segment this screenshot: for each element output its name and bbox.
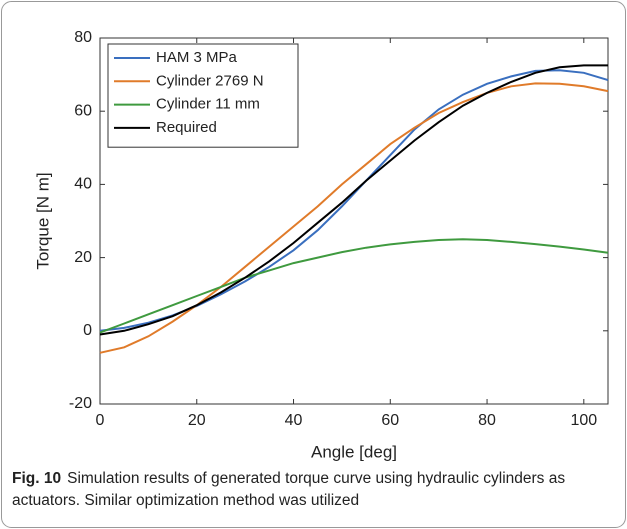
x-tick-label: 60 — [381, 412, 399, 429]
legend-label: Cylinder 11 mm — [156, 96, 260, 113]
y-tick-label: 20 — [74, 249, 92, 266]
legend-label: HAM 3 MPa — [156, 49, 238, 66]
x-tick-label: 20 — [188, 412, 206, 429]
caption-text: Simulation results of generated torque c… — [12, 470, 566, 509]
legend-label: Required — [156, 119, 217, 136]
caption-label: Fig. 10 — [12, 470, 62, 487]
x-tick-label: 80 — [478, 412, 496, 429]
x-axis-label: Angle [deg] — [311, 442, 397, 461]
series-line — [99, 82, 609, 354]
x-tick-label: 0 — [96, 412, 105, 429]
caption: Fig. 10 Simulation results of generated t… — [12, 468, 618, 512]
y-tick-label: 0 — [83, 322, 92, 339]
x-tick-label: 100 — [570, 412, 597, 429]
x-tick-label: 40 — [285, 412, 303, 429]
legend-label: Cylinder 2769 N — [156, 72, 264, 89]
y-tick-label: -20 — [69, 395, 92, 412]
series-line — [99, 238, 609, 334]
y-tick-label: 80 — [74, 29, 92, 46]
series-line — [99, 64, 608, 336]
y-tick-label: 60 — [74, 102, 92, 119]
y-tick-label: 40 — [74, 176, 92, 193]
legend-box — [107, 43, 299, 148]
y-axis-label: Torque [N m] — [33, 172, 52, 269]
